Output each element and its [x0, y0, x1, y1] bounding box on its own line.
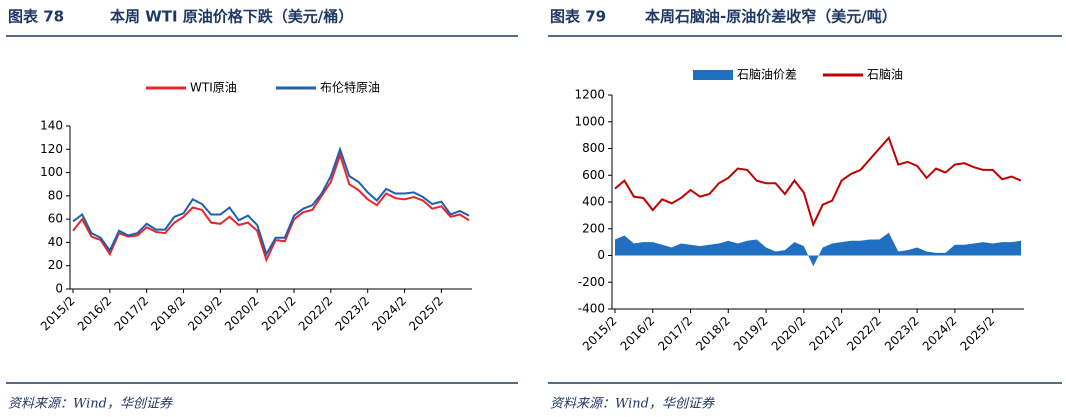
x-tick-label: 2018/2	[693, 314, 733, 354]
figure-label: 图表 78	[8, 8, 64, 26]
y-tick-label: 120	[40, 142, 63, 156]
y-tick-label: 20	[48, 258, 63, 272]
area	[615, 232, 1021, 267]
y-tick-label: 140	[40, 119, 63, 133]
x-tick-label: 2023/2	[333, 294, 373, 334]
y-tick-label: 0	[55, 282, 63, 296]
line	[72, 146, 470, 257]
y-tick-label: -200	[578, 275, 605, 289]
x-tick-label: 2018/2	[148, 294, 188, 334]
source: 资料来源：Wind，华创证券	[550, 397, 715, 412]
y-tick-label: 600	[582, 168, 605, 182]
x-tick-label: 2016/2	[618, 314, 658, 354]
figure-label: 图表 79	[550, 8, 606, 26]
line	[614, 135, 1022, 228]
x-tick-label: 2015/2	[38, 294, 78, 334]
x-tick-label: 2025/2	[406, 294, 446, 334]
chart-title: 本周石脑油-原油价差收窄（美元/吨）	[645, 8, 897, 26]
y-tick-label: 400	[582, 195, 605, 209]
x-tick-label: 2017/2	[112, 294, 152, 334]
x-tick-label: 2019/2	[185, 294, 225, 334]
x-tick-label: 2022/2	[296, 294, 336, 334]
y-tick-label: 60	[48, 212, 63, 226]
x-tick-label: 2023/2	[882, 314, 922, 354]
y-tick-label: 0	[597, 248, 605, 262]
line	[72, 151, 470, 263]
y-tick-label: 1000	[574, 114, 605, 128]
x-tick-label: 2020/2	[222, 294, 262, 334]
x-tick-label: 2015/2	[580, 314, 620, 354]
x-tick-label: 2019/2	[731, 314, 771, 354]
x-tick-label: 2020/2	[769, 314, 809, 354]
x-tick-label: 2016/2	[75, 294, 115, 334]
y-tick-label: 200	[582, 221, 605, 235]
y-tick-label: -400	[578, 302, 605, 316]
legend-label: 石脑油	[867, 68, 903, 82]
x-tick-label: 2021/2	[259, 294, 299, 334]
x-tick-label: 2022/2	[844, 314, 884, 354]
y-tick-label: 80	[48, 188, 63, 202]
y-tick-label: 1200	[574, 88, 605, 102]
legend-label: WTI原油	[190, 81, 237, 95]
x-tick-label: 2017/2	[655, 314, 695, 354]
legend-swatch	[693, 70, 733, 80]
x-tick-label: 2024/2	[369, 294, 409, 334]
x-tick-label: 2025/2	[958, 314, 998, 354]
x-tick-label: 2021/2	[806, 314, 846, 354]
source: 资料来源：Wind，华创证券	[8, 397, 173, 412]
y-tick-label: 40	[48, 235, 63, 249]
x-tick-label: 2024/2	[920, 314, 960, 354]
y-tick-label: 100	[40, 165, 63, 179]
legend-label: 石脑油价差	[737, 68, 797, 82]
y-tick-label: 800	[582, 141, 605, 155]
chart-title: 本周 WTI 原油价格下跌（美元/桶）	[110, 8, 353, 26]
legend-label: 布伦特原油	[320, 80, 380, 95]
